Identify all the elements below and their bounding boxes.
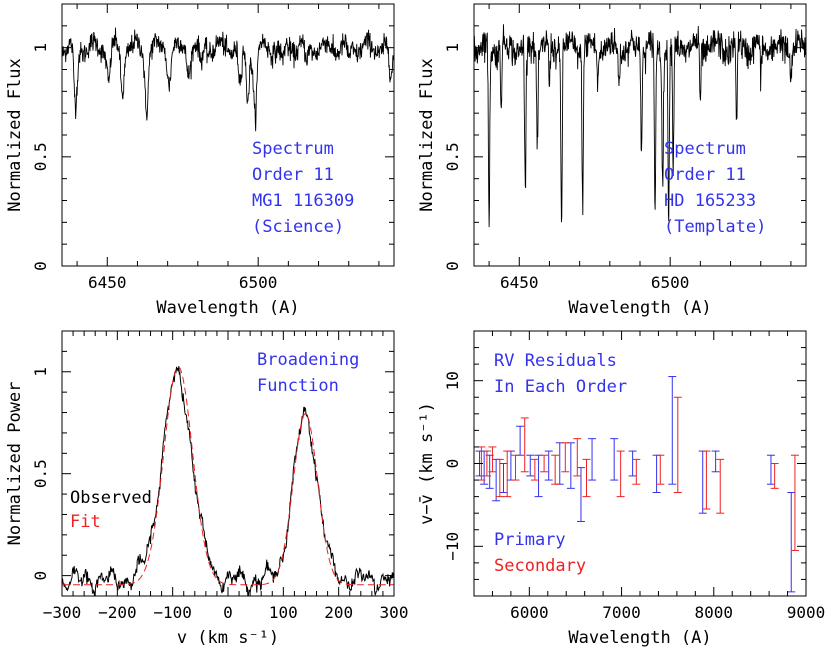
- error-bar-secondary: [770, 463, 779, 489]
- error-bar-primary: [544, 450, 553, 481]
- x-tick-label: 0: [223, 603, 233, 622]
- x-tick-label: 9000: [787, 603, 826, 622]
- legend-entry: Fit: [70, 512, 101, 532]
- error-bar-primary: [555, 442, 564, 485]
- spectrum-line: [474, 24, 806, 228]
- x-tick-label: 6500: [651, 273, 690, 292]
- x-tick-label: 6450: [500, 273, 539, 292]
- x-axis-label: v (km s⁻¹): [177, 628, 279, 648]
- y-axis-label: Normalized Flux: [417, 58, 437, 212]
- error-bar-secondary: [582, 458, 591, 498]
- y-tick-label: 0: [31, 261, 50, 271]
- error-bar-secondary: [716, 458, 725, 514]
- error-bar-secondary: [488, 446, 497, 473]
- y-axis-label: v−v̄ (km s⁻¹): [417, 402, 437, 525]
- y-axis-label: Normalized Power: [5, 382, 25, 546]
- error-bar-secondary: [503, 450, 512, 498]
- annotation-text: Order 11: [664, 165, 746, 185]
- x-tick-label: 8000: [695, 603, 734, 622]
- error-bar-primary: [534, 454, 543, 498]
- y-tick-label: 10: [443, 371, 462, 390]
- x-tick-label: 100: [269, 603, 298, 622]
- y-tick-label: 0: [443, 261, 462, 271]
- error-bar-primary: [576, 467, 585, 522]
- error-bar-secondary: [511, 454, 520, 481]
- error-bar-secondary: [632, 458, 641, 485]
- x-tick-label: 300: [380, 603, 409, 622]
- error-bar-primary: [610, 438, 619, 481]
- error-bar-secondary: [573, 438, 582, 477]
- y-axis-label: Normalized Flux: [5, 58, 25, 212]
- panel-4: 6000 7000 8000 9000 −10 0 10 Wavelength (A) v−v̄…: [417, 330, 826, 648]
- x-tick-label: −100: [153, 603, 192, 622]
- annotation-text: Spectrum: [664, 139, 746, 159]
- x-tick-label: −200: [98, 603, 137, 622]
- annotation-text: Order 11: [252, 165, 334, 185]
- series-line-observed: [62, 365, 394, 596]
- error-bar-primary: [516, 425, 525, 456]
- legend-entry: Primary: [494, 530, 566, 550]
- error-bar-secondary: [673, 396, 682, 493]
- y-tick-label: 0.5: [443, 142, 462, 171]
- annotation-text: (Template): [664, 217, 766, 237]
- annotation-text: HD 165233: [664, 191, 756, 211]
- error-bar-secondary: [551, 454, 560, 485]
- x-axis-label: Wavelength (A): [156, 298, 299, 318]
- error-bar-primary: [668, 376, 677, 485]
- y-tick-label: 1: [31, 43, 50, 53]
- error-bar-primary: [628, 450, 637, 477]
- error-bar-primary: [698, 450, 707, 514]
- annotation-text: In Each Order: [494, 377, 627, 397]
- y-tick-label: −10: [443, 532, 462, 561]
- y-tick-label: 1: [443, 43, 462, 53]
- legend-entry: Secondary: [494, 556, 586, 576]
- error-bar-primary: [499, 463, 508, 493]
- panel-3: −300 −200 −100 0 100 200 300 0 0.5 1 v (km s⁻¹) Nor…: [5, 330, 409, 648]
- error-bar-secondary: [561, 442, 570, 473]
- y-tick-label: 0: [443, 459, 462, 469]
- panel-2: 6450 6500 0 0.5 1 Wavelength (A) Normalized Fl…: [417, 3, 807, 318]
- annotation-text: Spectrum: [252, 139, 334, 159]
- error-bar-primary: [588, 438, 597, 481]
- spectrum-line: [62, 27, 394, 132]
- y-tick-label: 0.5: [31, 142, 50, 171]
- error-bar-secondary: [702, 450, 711, 510]
- annotation-text: Broadening: [257, 350, 359, 370]
- panel-1: 6450 6500 0 0.5 1 Wavelength (A) Normalized Fl…: [5, 3, 395, 318]
- error-bar-secondary: [616, 450, 625, 498]
- y-tick-label: 1: [31, 367, 50, 377]
- error-bar-secondary: [540, 454, 549, 473]
- x-tick-label: 6000: [510, 603, 549, 622]
- annotation-text: Function: [257, 376, 339, 396]
- x-tick-label: −300: [43, 603, 82, 622]
- error-bar-secondary: [482, 450, 491, 477]
- error-bar-primary: [711, 450, 720, 473]
- error-bar-primary: [652, 454, 661, 493]
- x-tick-label: 7000: [602, 603, 641, 622]
- error-bar-primary: [492, 458, 501, 502]
- x-axis-label: Wavelength (A): [568, 298, 711, 318]
- error-bar-primary: [526, 454, 535, 477]
- error-bar-primary: [787, 491, 796, 593]
- legend-entry: Observed: [70, 488, 152, 508]
- annotation-text: MG1 116309: [252, 191, 354, 211]
- error-bar-secondary: [790, 454, 799, 551]
- series-line-fit: [62, 366, 394, 586]
- error-bar-secondary: [520, 417, 529, 473]
- error-bar-secondary: [530, 458, 539, 481]
- y-tick-label: 0: [31, 571, 50, 581]
- plot-frame: [61, 330, 395, 597]
- error-bar-secondary: [656, 454, 665, 485]
- x-tick-label: 200: [324, 603, 353, 622]
- x-axis-label: Wavelength (A): [568, 628, 711, 648]
- error-bar-primary: [566, 442, 575, 489]
- x-tick-label: 6450: [88, 273, 127, 292]
- error-bar-secondary: [495, 458, 504, 498]
- annotation-text: (Science): [252, 217, 344, 237]
- x-tick-label: 6500: [239, 273, 278, 292]
- error-bar-primary: [766, 454, 775, 485]
- annotation-text: RV Residuals: [494, 351, 617, 371]
- y-tick-label: 0.5: [31, 459, 50, 488]
